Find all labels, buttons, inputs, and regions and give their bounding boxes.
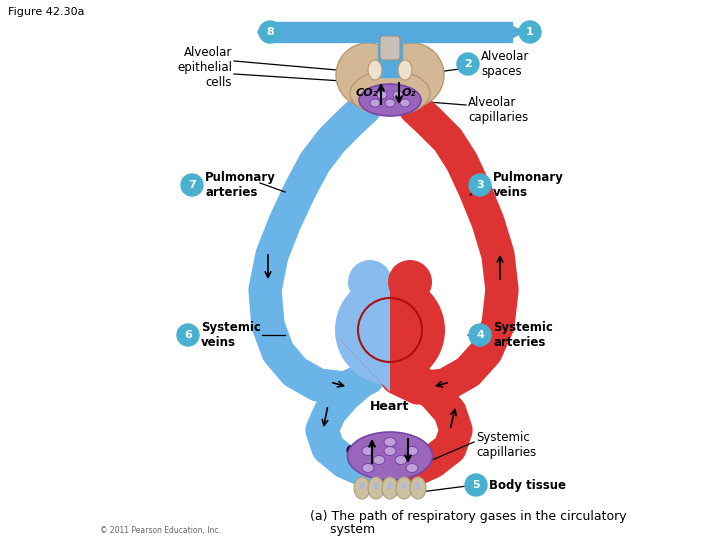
Text: 7: 7 bbox=[188, 180, 196, 190]
Text: Pulmonary
arteries: Pulmonary arteries bbox=[205, 171, 276, 199]
Polygon shape bbox=[340, 340, 440, 392]
Circle shape bbox=[348, 260, 392, 304]
Wedge shape bbox=[335, 275, 390, 385]
Text: Exhaled air: Exhaled air bbox=[284, 25, 372, 39]
Text: 8: 8 bbox=[266, 27, 274, 37]
Text: (a) The path of respiratory gases in the circulatory: (a) The path of respiratory gases in the… bbox=[310, 510, 626, 523]
Circle shape bbox=[519, 21, 541, 43]
Wedge shape bbox=[390, 275, 445, 385]
Circle shape bbox=[457, 53, 479, 75]
Text: Systemic
capillaries: Systemic capillaries bbox=[476, 431, 536, 459]
Text: 5: 5 bbox=[472, 480, 480, 490]
Text: Alveolar
epithelial
cells: Alveolar epithelial cells bbox=[177, 45, 232, 89]
Ellipse shape bbox=[415, 483, 420, 489]
Ellipse shape bbox=[368, 477, 384, 499]
Ellipse shape bbox=[382, 477, 398, 499]
Text: Figure 42.30a: Figure 42.30a bbox=[8, 7, 84, 17]
Text: 2: 2 bbox=[464, 59, 472, 69]
Circle shape bbox=[259, 21, 281, 43]
Ellipse shape bbox=[387, 483, 392, 489]
Ellipse shape bbox=[410, 477, 426, 499]
Text: CO₂: CO₂ bbox=[356, 88, 378, 98]
Circle shape bbox=[181, 174, 203, 196]
Circle shape bbox=[177, 324, 199, 346]
Circle shape bbox=[336, 43, 400, 107]
Text: 4: 4 bbox=[476, 330, 484, 340]
Ellipse shape bbox=[385, 99, 395, 107]
Text: 1: 1 bbox=[526, 27, 534, 37]
Text: Pulmonary
veins: Pulmonary veins bbox=[493, 171, 564, 199]
Ellipse shape bbox=[393, 91, 403, 99]
Text: Systemic
veins: Systemic veins bbox=[201, 321, 261, 349]
Text: Alveolar
spaces: Alveolar spaces bbox=[481, 50, 529, 78]
Ellipse shape bbox=[396, 477, 412, 499]
Circle shape bbox=[380, 43, 444, 107]
Ellipse shape bbox=[384, 447, 396, 456]
Text: Systemic
arteries: Systemic arteries bbox=[493, 321, 553, 349]
Ellipse shape bbox=[406, 463, 418, 472]
Text: system: system bbox=[310, 523, 375, 536]
Text: Alveolar
capillaries: Alveolar capillaries bbox=[468, 96, 528, 124]
Ellipse shape bbox=[350, 71, 430, 116]
Ellipse shape bbox=[368, 60, 382, 80]
Text: Body tissue: Body tissue bbox=[489, 478, 566, 491]
Ellipse shape bbox=[374, 483, 379, 489]
Text: Heart: Heart bbox=[370, 400, 410, 413]
Ellipse shape bbox=[377, 91, 387, 99]
Ellipse shape bbox=[348, 432, 433, 480]
Ellipse shape bbox=[402, 483, 407, 489]
Ellipse shape bbox=[370, 99, 380, 107]
Ellipse shape bbox=[384, 437, 396, 447]
Ellipse shape bbox=[359, 84, 421, 116]
Ellipse shape bbox=[354, 477, 370, 499]
Ellipse shape bbox=[406, 447, 418, 456]
Ellipse shape bbox=[373, 456, 385, 464]
Text: O₂: O₂ bbox=[402, 88, 416, 98]
Polygon shape bbox=[340, 335, 390, 392]
Ellipse shape bbox=[362, 447, 374, 456]
Ellipse shape bbox=[362, 463, 374, 472]
FancyBboxPatch shape bbox=[380, 36, 400, 60]
Text: CO₂: CO₂ bbox=[346, 444, 369, 457]
Circle shape bbox=[469, 324, 491, 346]
Circle shape bbox=[465, 474, 487, 496]
Text: 3: 3 bbox=[476, 180, 484, 190]
Text: © 2011 Pearson Education, Inc.: © 2011 Pearson Education, Inc. bbox=[100, 526, 221, 535]
Text: Inhaled air: Inhaled air bbox=[433, 25, 518, 39]
Ellipse shape bbox=[400, 99, 410, 107]
Ellipse shape bbox=[398, 60, 412, 80]
Text: O₂: O₂ bbox=[411, 444, 426, 457]
Ellipse shape bbox=[359, 483, 364, 489]
Circle shape bbox=[388, 260, 432, 304]
Ellipse shape bbox=[395, 456, 407, 464]
Circle shape bbox=[469, 174, 491, 196]
Text: 6: 6 bbox=[184, 330, 192, 340]
